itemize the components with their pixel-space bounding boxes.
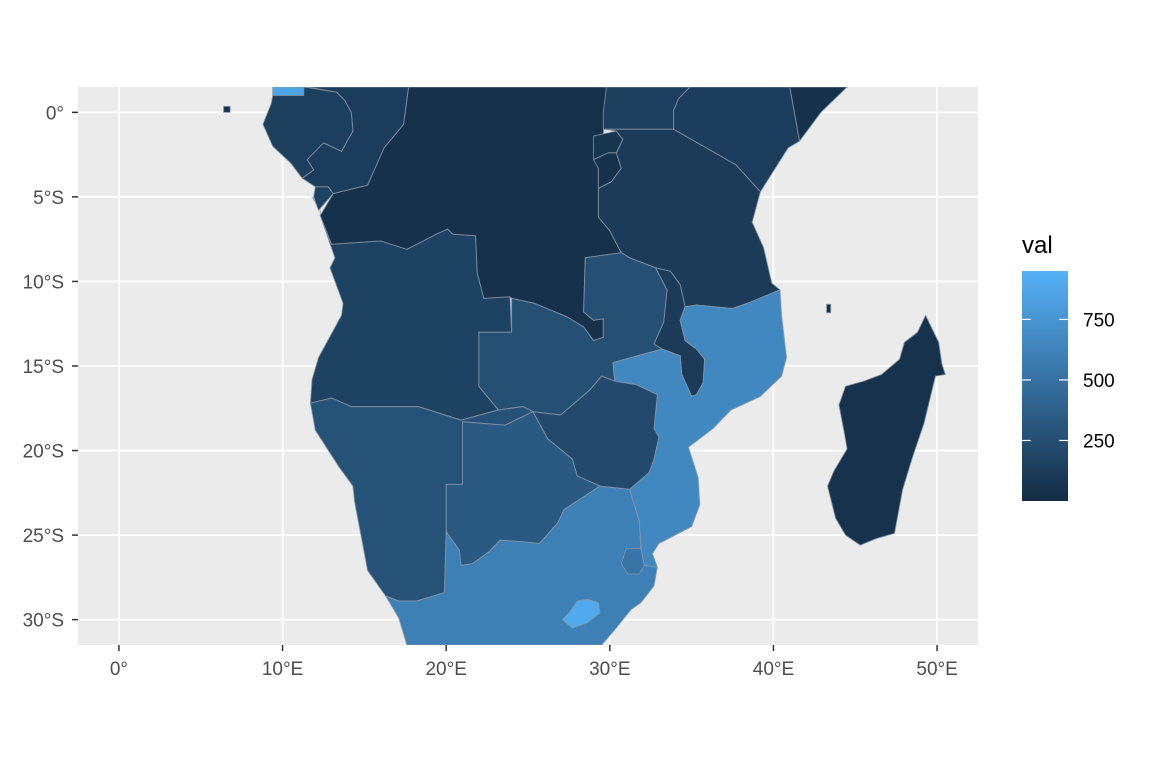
x-tick-label: 10°E bbox=[262, 659, 303, 680]
y-tick-label: 25°S bbox=[23, 526, 64, 547]
y-tick-label: 5°S bbox=[33, 188, 64, 209]
legend-label: 250 bbox=[1083, 431, 1115, 452]
region-lesotho bbox=[561, 598, 601, 629]
y-tick-label: 0° bbox=[46, 103, 64, 124]
x-axis: 0° 10°E 20°E 30°E 40°E 50°E bbox=[110, 645, 958, 680]
country-layer bbox=[223, 87, 946, 645]
x-tick-label: 0° bbox=[110, 659, 128, 680]
region-s-o-tom- bbox=[223, 105, 231, 113]
region-eq-guinea bbox=[272, 87, 305, 96]
y-tick-label: 20°S bbox=[23, 442, 64, 463]
y-tick-label: 15°S bbox=[23, 357, 64, 378]
y-tick-label: 10°S bbox=[23, 272, 64, 293]
x-tick-label: 40°E bbox=[753, 659, 794, 680]
legend-title: val bbox=[1022, 232, 1053, 259]
legend-label: 750 bbox=[1083, 310, 1115, 331]
y-tick-label: 30°S bbox=[23, 611, 64, 632]
x-tick-label: 30°E bbox=[589, 659, 630, 680]
x-tick-label: 20°E bbox=[425, 659, 466, 680]
x-tick-label: 50°E bbox=[916, 659, 957, 680]
y-axis: 0° 5°S 10°S 15°S 20°S 25°S 30°S bbox=[23, 103, 78, 632]
legend-label: 500 bbox=[1083, 371, 1115, 392]
region-eswatini bbox=[620, 548, 645, 575]
legend-colorbar bbox=[1022, 271, 1068, 501]
legend: val 250 500 750 bbox=[1022, 232, 1115, 501]
region-gabon bbox=[262, 87, 354, 179]
region-somalia bbox=[789, 87, 848, 142]
region-comoros bbox=[826, 303, 832, 314]
region-madagascar bbox=[827, 314, 946, 546]
